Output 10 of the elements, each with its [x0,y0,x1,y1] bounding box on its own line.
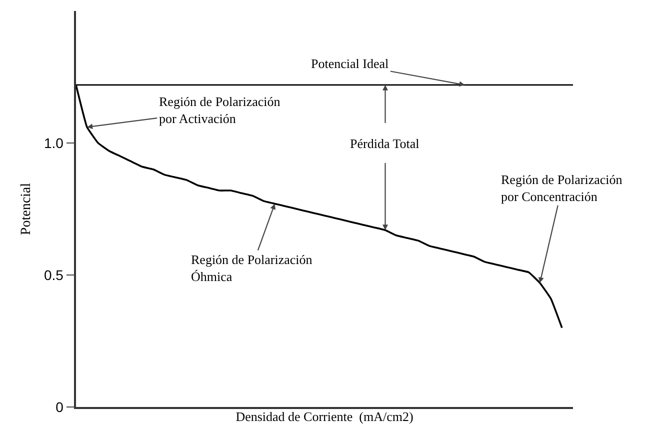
annotation: Región de Polarización por Concentración [501,172,623,204]
x-axis-title: Densidad de Corriente (mA/cm2) [236,408,414,424]
y-tick-label: 0 [56,398,64,415]
annotation: Pérdida Total [350,136,420,151]
y-tick-label: 1.0 [44,134,64,151]
y-axis-title: Potencial [19,182,34,236]
y-tick-label: 0.5 [44,266,64,283]
annotation: Región de Polarización Óhmica [191,252,313,284]
ref-line-label: Potencial Ideal [311,56,389,71]
annotation: Región de Polarización por Activación [159,94,281,126]
